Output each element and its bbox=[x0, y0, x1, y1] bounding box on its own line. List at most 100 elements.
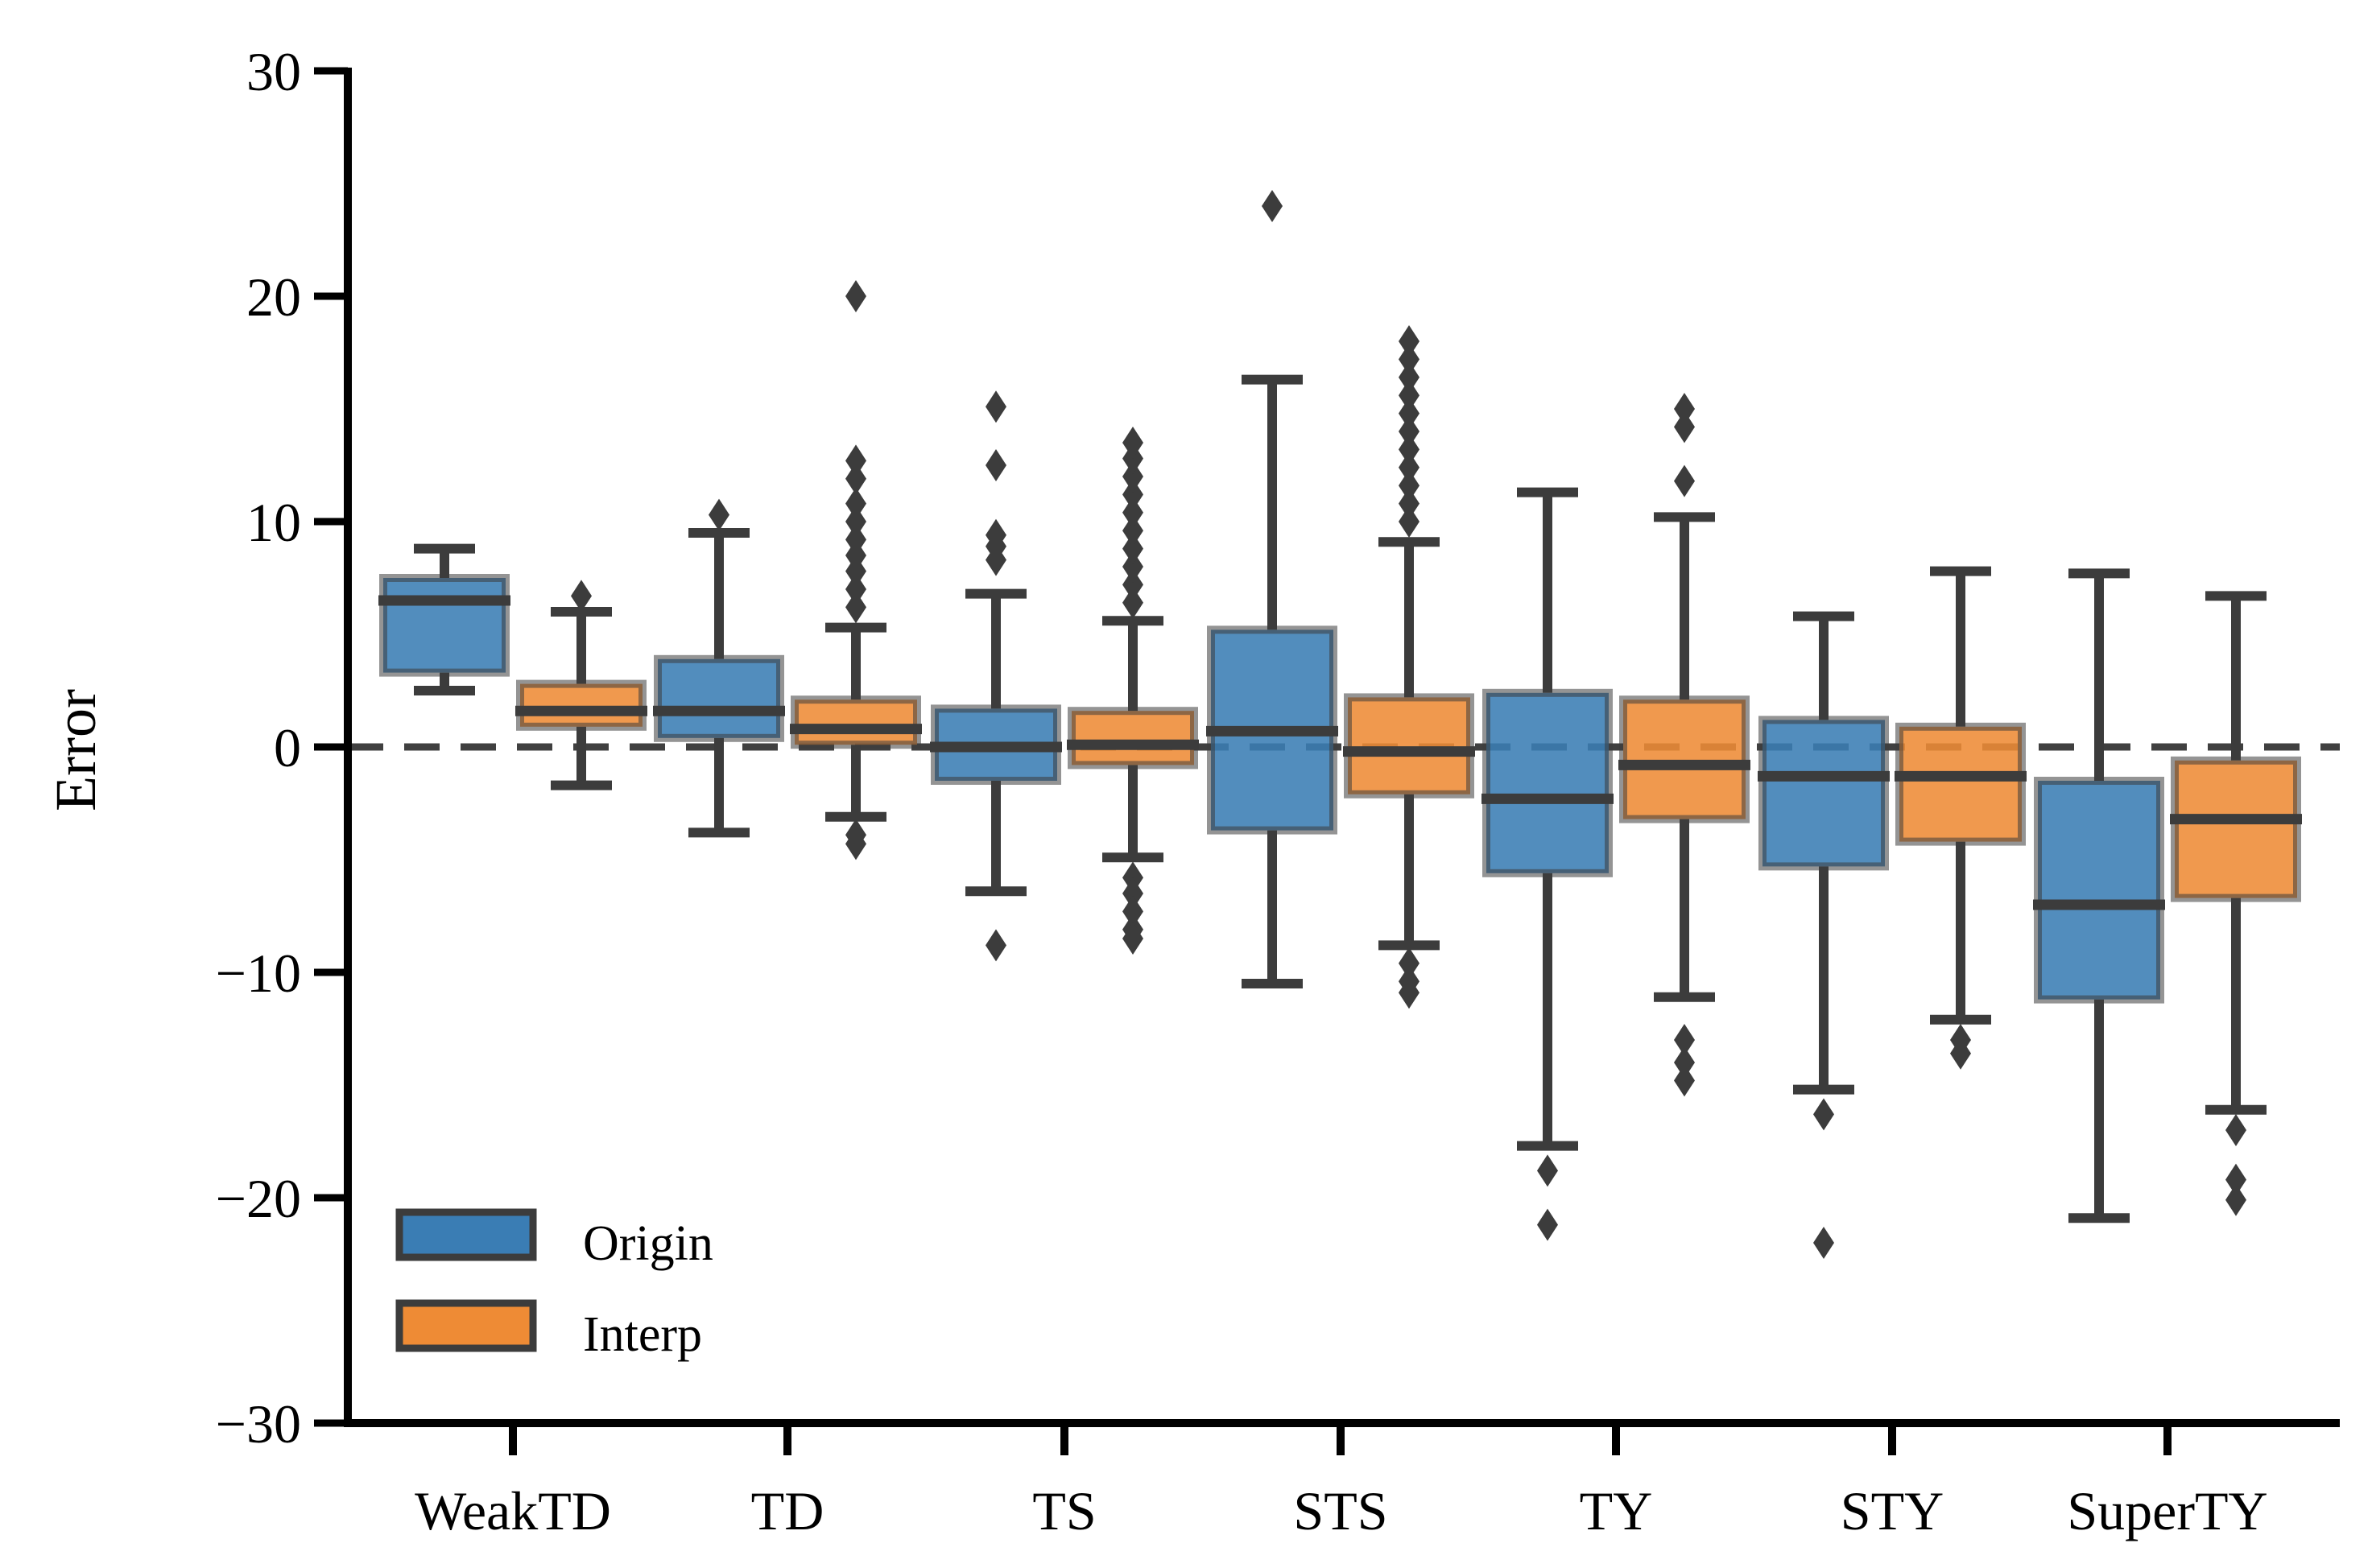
outlier-ts-origin-3 bbox=[986, 449, 1006, 481]
outlier-sts-interp-11 bbox=[1399, 947, 1419, 980]
y-tick-label-4: −10 bbox=[216, 943, 301, 1004]
outlier-td-interp-7 bbox=[845, 462, 866, 495]
legend: Origin Interp bbox=[395, 1208, 713, 1362]
outlier-sts-interp-6 bbox=[1399, 397, 1419, 430]
outlier-ts-origin-4 bbox=[986, 390, 1006, 423]
x-tick-label-weaktd: WeakTD bbox=[415, 1480, 611, 1541]
outlier-ty-origin-1 bbox=[1537, 1208, 1558, 1241]
outlier-sts-interp-5 bbox=[1399, 415, 1419, 448]
box-body-sts-interp bbox=[1344, 693, 1474, 798]
outlier-sts-interp-10 bbox=[1399, 325, 1419, 357]
outlier-ty-interp-0 bbox=[1674, 464, 1695, 497]
outlier-superty-interp-2 bbox=[2225, 1183, 2246, 1216]
box-ty-interp bbox=[1618, 512, 1750, 1002]
outlier-ty-interp-5 bbox=[1674, 1064, 1695, 1097]
outlier-sts-interp-8 bbox=[1399, 361, 1419, 394]
outlier-ts-interp-6 bbox=[1122, 478, 1143, 511]
outlier-sty-interp-1 bbox=[1950, 1037, 1971, 1070]
outlier-sts-interp-1 bbox=[1399, 487, 1419, 520]
outlier-ts-interp-14 bbox=[1122, 922, 1143, 955]
box-body-weaktd-interp bbox=[516, 679, 647, 731]
outlier-ty-interp-2 bbox=[1674, 393, 1695, 425]
outlier-sts-interp-13 bbox=[1399, 976, 1419, 1009]
outlier-sts-interp-0 bbox=[1399, 505, 1419, 538]
box-body-ty-interp bbox=[1619, 695, 1750, 823]
x-tick-label-sts: STS bbox=[1293, 1480, 1387, 1541]
box-sty-origin bbox=[1758, 611, 1890, 1095]
outlier-sty-origin-0 bbox=[1813, 1098, 1834, 1131]
y-tick-label-2: 10 bbox=[246, 492, 301, 553]
box-weaktd-interp bbox=[515, 607, 647, 790]
outlier-sty-origin-1 bbox=[1813, 1227, 1834, 1259]
x-tick-label-sty: STY bbox=[1841, 1480, 1944, 1541]
outlier-ts-interp-11 bbox=[1122, 877, 1143, 910]
outlier-ts-origin-2 bbox=[986, 518, 1006, 551]
outlier-sts-origin-0 bbox=[1262, 190, 1283, 222]
outlier-weaktd-interp-0 bbox=[571, 580, 592, 613]
outlier-td-interp-8 bbox=[845, 444, 866, 477]
axes-layer: 30 20 10 0 −10 −20 −30 WeakTD TD TS STS TY STY SuperT… bbox=[216, 41, 2340, 1541]
outlier-superty-interp-1 bbox=[2225, 1163, 2246, 1196]
box-sts-interp bbox=[1343, 537, 1475, 951]
y-axis-title: Error bbox=[43, 689, 108, 811]
y-tick-label-5: −20 bbox=[216, 1168, 301, 1229]
outlier-ty-origin-0 bbox=[1537, 1154, 1558, 1187]
outlier-ts-interp-1 bbox=[1122, 568, 1143, 601]
outlier-ts-interp-9 bbox=[1122, 427, 1143, 459]
outlier-td-interp-11 bbox=[845, 827, 866, 860]
outlier-td-origin-0 bbox=[709, 498, 729, 531]
box-ts-interp bbox=[1067, 616, 1199, 863]
outliers-layer bbox=[571, 190, 2246, 1259]
outlier-ts-interp-5 bbox=[1122, 496, 1143, 529]
outlier-ts-origin-5 bbox=[986, 929, 1006, 962]
box-body-sty-interp bbox=[1895, 722, 2026, 846]
box-td-origin bbox=[653, 528, 785, 838]
outlier-ty-interp-1 bbox=[1674, 411, 1695, 444]
outlier-ts-interp-7 bbox=[1122, 460, 1143, 493]
box-ts-origin bbox=[930, 588, 1062, 897]
outlier-ts-interp-2 bbox=[1122, 551, 1143, 583]
y-tick-label-1: 20 bbox=[246, 266, 301, 328]
box-body-ty-origin bbox=[1482, 688, 1613, 877]
box-body-superty-interp bbox=[2171, 756, 2301, 902]
outlier-td-interp-1 bbox=[845, 573, 866, 605]
outlier-sts-interp-9 bbox=[1399, 343, 1419, 376]
box-body-td-origin bbox=[654, 654, 784, 742]
y-tick-label-0: 30 bbox=[246, 41, 301, 102]
outlier-ts-interp-3 bbox=[1122, 532, 1143, 565]
outlier-superty-interp-0 bbox=[2225, 1114, 2246, 1146]
outlier-sts-interp-7 bbox=[1399, 379, 1419, 412]
outlier-ty-interp-4 bbox=[1674, 1046, 1695, 1079]
box-body-ts-interp bbox=[1068, 707, 1198, 770]
legend-label-interp: Interp bbox=[583, 1307, 702, 1362]
outlier-td-interp-0 bbox=[845, 591, 866, 624]
outlier-sts-interp-2 bbox=[1399, 469, 1419, 502]
box-body-superty-origin bbox=[2034, 777, 2164, 1004]
x-tick-label-td: TD bbox=[751, 1480, 824, 1541]
outlier-td-interp-4 bbox=[845, 523, 866, 556]
outlier-td-interp-6 bbox=[845, 487, 866, 520]
outlier-ts-interp-0 bbox=[1122, 586, 1143, 619]
x-tick-label-ty: TY bbox=[1580, 1480, 1653, 1541]
y-tick-label-3: 0 bbox=[274, 717, 301, 778]
legend-label-origin: Origin bbox=[583, 1216, 713, 1271]
box-sts-origin bbox=[1206, 374, 1338, 988]
legend-swatch-interp bbox=[395, 1299, 537, 1352]
box-body-sty-origin bbox=[1758, 716, 1889, 871]
outlier-ts-interp-12 bbox=[1122, 895, 1143, 928]
box-body-td-interp bbox=[791, 695, 921, 749]
outlier-sts-interp-3 bbox=[1399, 451, 1419, 484]
outlier-td-interp-5 bbox=[845, 505, 866, 538]
box-td-interp bbox=[790, 622, 922, 822]
outlier-ty-interp-3 bbox=[1674, 1024, 1695, 1056]
box-superty-origin bbox=[2033, 568, 2165, 1223]
outlier-sts-interp-4 bbox=[1399, 433, 1419, 466]
legend-swatch-origin bbox=[395, 1208, 537, 1261]
x-tick-label-superty: SuperTY bbox=[2067, 1480, 2267, 1541]
box-sty-interp bbox=[1895, 566, 2027, 1025]
box-weaktd-origin bbox=[378, 543, 510, 695]
y-tick-label-6: −30 bbox=[216, 1393, 301, 1455]
boxes-layer bbox=[378, 374, 2302, 1223]
box-ty-origin bbox=[1481, 487, 1614, 1151]
